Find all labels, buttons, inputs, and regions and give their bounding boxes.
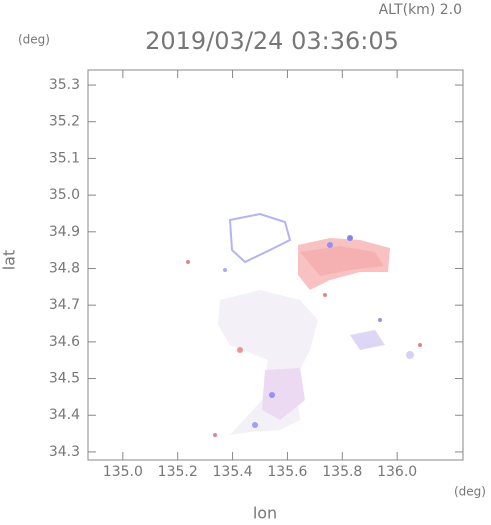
y-tick-label: 35.3 — [49, 77, 80, 93]
chart-title: 2019/03/24 03:36:05 — [145, 27, 399, 55]
plot-frame — [87, 69, 464, 461]
y-tick-label: 35.0 — [49, 187, 80, 203]
x-unit: (deg) — [454, 485, 486, 499]
y-tick-label: 35.1 — [49, 150, 80, 166]
x-tick-label: 135.6 — [267, 464, 307, 480]
x-tick-label: 135.4 — [213, 464, 253, 480]
y-tick-label: 34.6 — [49, 334, 80, 350]
y-tick-label: 34.3 — [49, 444, 80, 460]
y-unit: (deg) — [18, 33, 50, 47]
x-tick-label: 135.0 — [103, 464, 143, 480]
radar-field — [186, 212, 422, 437]
x-label: lon — [253, 504, 277, 522]
x-tick-label: 136.0 — [377, 464, 417, 480]
x-tick-label: 135.8 — [322, 464, 362, 480]
y-tick-label: 34.4 — [49, 407, 80, 423]
y-label: lat — [0, 250, 19, 271]
y-tick-label: 35.2 — [49, 114, 80, 130]
x-tick-label: 135.2 — [158, 464, 198, 480]
annotation: ALT(km) 2.0 — [379, 2, 462, 18]
y-tick-label: 34.8 — [49, 260, 80, 276]
y-tick-label: 34.9 — [49, 224, 80, 240]
y-tick-label: 34.5 — [49, 371, 80, 387]
y-tick-label: 34.7 — [49, 297, 80, 313]
